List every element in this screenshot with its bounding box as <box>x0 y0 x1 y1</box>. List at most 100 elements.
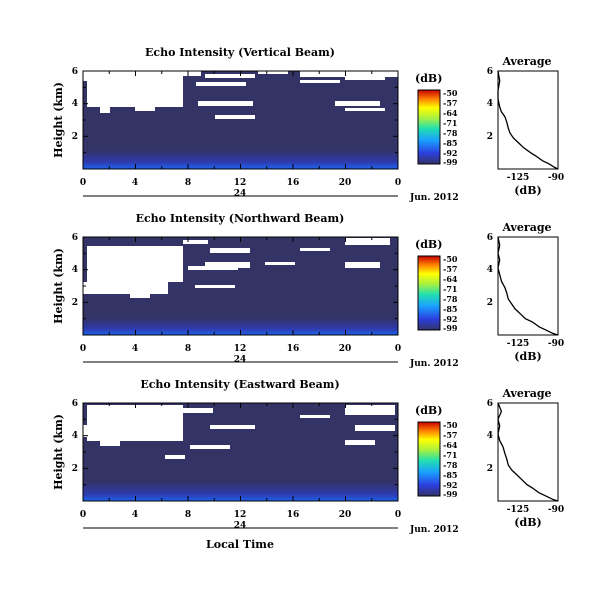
day-label: 24 <box>234 189 247 199</box>
panel-title: Echo Intensity (Northward Beam) <box>136 212 345 225</box>
panel-northward: Echo Intensity (Northward Beam) 6 <box>52 212 564 369</box>
average-frame <box>497 236 559 336</box>
day-label: 24 <box>234 521 247 531</box>
x-tick-label: 0 <box>80 344 86 354</box>
heatmap-area <box>82 402 399 502</box>
y-axis: 6 4 2 Height (km) <box>52 399 78 490</box>
colorbar-tick: -78 <box>443 294 458 304</box>
colorbar-tick: -50 <box>443 254 458 264</box>
y-axis: 6 4 2 Height (km) <box>52 233 78 324</box>
colorbar-tick: -57 <box>443 264 457 274</box>
average-profile-panel: Average 6 4 2 -125 -90 (dB) <box>487 221 564 363</box>
colorbar-tick: -50 <box>443 420 458 430</box>
avg-x-tick: -125 <box>507 173 530 183</box>
colorbar-tick: -99 <box>443 489 458 499</box>
x-tick-label: 20 <box>339 510 352 520</box>
colorbar: (dB) -50 -57 -64 -71 -78 -85 -92 -99 <box>415 238 458 333</box>
avg-x-tick: -125 <box>507 339 530 349</box>
avg-y-tick: 6 <box>487 233 493 243</box>
colorbar-tick: -99 <box>443 323 458 333</box>
x-tick-label: 4 <box>132 344 138 354</box>
x-tick-label: 0 <box>395 178 401 188</box>
x-tick-label: 20 <box>339 344 352 354</box>
avg-x-tick: -90 <box>548 173 564 183</box>
colorbar-tick: -64 <box>443 440 458 450</box>
panel-title: Echo Intensity (Vertical Beam) <box>145 46 335 59</box>
avg-x-label: (dB) <box>514 516 541 529</box>
colorbar-tick: -57 <box>443 430 457 440</box>
y-tick-label: 6 <box>72 233 78 243</box>
colorbar-gradient <box>417 421 441 497</box>
average-frame <box>497 402 559 502</box>
colorbar-tick: -78 <box>443 128 458 138</box>
low-altitude-echo <box>83 318 398 335</box>
no-data-region <box>83 238 390 298</box>
x-tick-label: 12 <box>234 178 247 188</box>
x-tick-label: 16 <box>287 510 300 520</box>
average-title: Average <box>501 55 551 68</box>
colorbar-tick: -71 <box>443 284 457 294</box>
colorbar-tick: -64 <box>443 274 458 284</box>
x-tick-label: 4 <box>132 178 138 188</box>
colorbar-gradient <box>417 255 441 331</box>
panel-vertical: Echo Intensity (Vertical Beam) <box>52 46 564 203</box>
avg-x-tick: -90 <box>548 339 564 349</box>
colorbar-tick: -78 <box>443 460 458 470</box>
colorbar-tick: -71 <box>443 118 457 128</box>
avg-x-label: (dB) <box>514 350 541 363</box>
y-axis-label: Height (km) <box>52 82 65 158</box>
colorbar: (dB) -50 -57 -64 -71 -78 -85 -92 -99 <box>415 72 458 167</box>
avg-x-label: (dB) <box>514 184 541 197</box>
colorbar-unit: (dB) <box>415 72 442 85</box>
low-altitude-echo <box>83 482 398 501</box>
y-axis-label: Height (km) <box>52 248 65 324</box>
y-tick-label: 2 <box>72 464 78 474</box>
date-label: Jun. 2012 <box>409 359 459 369</box>
panel-title: Echo Intensity (Eastward Beam) <box>140 378 339 391</box>
x-axis: 0 4 8 12 16 20 0 24 Jun. 2012 <box>80 344 459 369</box>
colorbar-tick: -57 <box>443 98 457 108</box>
average-frame <box>497 70 559 170</box>
y-tick-label: 2 <box>72 298 78 308</box>
avg-x-tick: -90 <box>548 505 564 515</box>
colorbar-tick: -71 <box>443 450 457 460</box>
colorbar-tick: -85 <box>443 304 457 314</box>
avg-y-tick: 4 <box>487 99 493 109</box>
avg-x-tick: -125 <box>507 505 530 515</box>
heatmap-area <box>82 70 399 170</box>
colorbar-tick: -92 <box>443 480 457 490</box>
avg-y-tick: 2 <box>487 132 493 142</box>
average-profile-panel: Average 6 4 2 -125 -90 (dB) <box>487 55 564 197</box>
no-data-region <box>83 405 395 459</box>
avg-y-tick: 2 <box>487 464 493 474</box>
x-tick-label: 16 <box>287 178 300 188</box>
x-tick-label: 16 <box>287 344 300 354</box>
tick-marks <box>82 236 399 336</box>
colorbar-tick: -85 <box>443 138 457 148</box>
x-axis: 0 4 8 12 16 20 0 24 Jun. 2012 Local Time <box>80 510 459 551</box>
x-tick-label: 4 <box>132 510 138 520</box>
y-tick-label: 6 <box>72 67 78 77</box>
avg-y-tick: 2 <box>487 298 493 308</box>
date-label: Jun. 2012 <box>409 193 459 203</box>
average-profile-line <box>497 236 559 336</box>
colorbar-tick: -50 <box>443 88 458 98</box>
heatmap-area <box>82 236 399 336</box>
colorbar-tick: -92 <box>443 148 457 158</box>
x-axis: 0 4 8 12 16 20 0 24 Jun. 2012 <box>80 178 459 203</box>
colorbar-tick: -64 <box>443 108 458 118</box>
no-data-region <box>83 71 398 119</box>
x-tick-label: 12 <box>234 344 247 354</box>
colorbar-unit: (dB) <box>415 404 442 417</box>
day-label: 24 <box>234 355 247 365</box>
x-tick-label: 0 <box>395 510 401 520</box>
x-tick-label: 20 <box>339 178 352 188</box>
x-tick-label: 8 <box>185 178 191 188</box>
x-axis-label: Local Time <box>206 538 274 551</box>
avg-y-tick: 6 <box>487 67 493 77</box>
colorbar-tick: -92 <box>443 314 457 324</box>
avg-y-tick: 4 <box>487 265 493 275</box>
colorbar-unit: (dB) <box>415 238 442 251</box>
x-tick-label: 8 <box>185 344 191 354</box>
colorbar: (dB) -50 -57 -64 -71 -78 -85 -92 -99 <box>415 404 458 499</box>
